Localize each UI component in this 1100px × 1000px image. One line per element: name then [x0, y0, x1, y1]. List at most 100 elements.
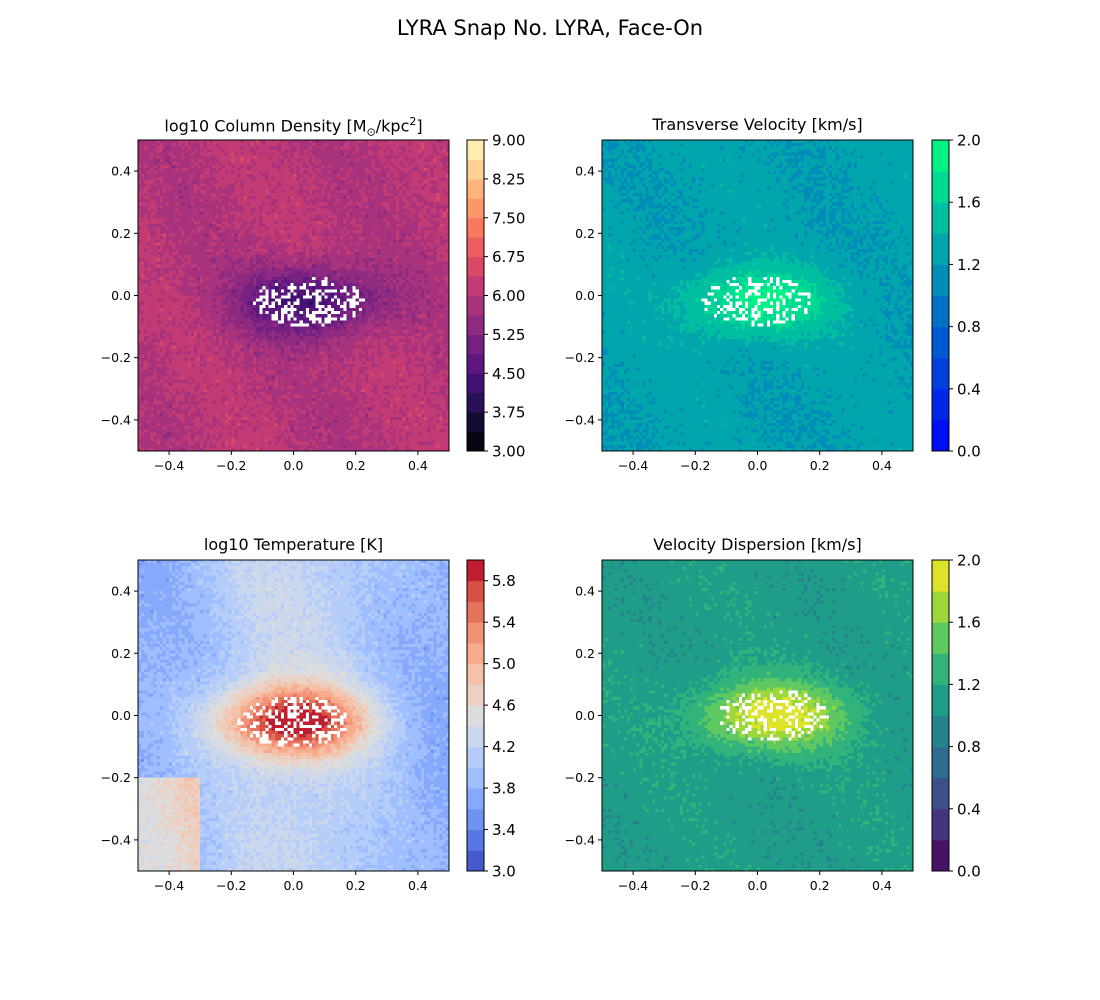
x-tick-label: 0.4 [872, 458, 892, 473]
panel-title-velocity-dispersion: Velocity Dispersion [km/s] [653, 535, 862, 554]
colorbar-tick-label: 4.2 [492, 738, 516, 756]
x-tick-label: 0.0 [748, 878, 768, 893]
colorbar-level [467, 725, 484, 748]
colorbar-level [932, 140, 949, 172]
x-tick-label: 0.4 [408, 878, 428, 893]
panel-title-transverse-velocity: Transverse Velocity [km/s] [652, 115, 863, 134]
colorbar-tick-label: 4.50 [492, 365, 525, 383]
colorbar-tick-label: 1.6 [957, 194, 981, 212]
y-tick-label: 0.2 [575, 646, 595, 661]
colorbar-level [467, 705, 484, 727]
colorbar-level [932, 295, 949, 328]
x-tick-label: −0.2 [216, 878, 246, 893]
colorbar-level [932, 264, 949, 296]
title-part: /kpc [375, 116, 410, 136]
y-tick-label: 0.2 [575, 226, 595, 241]
y-tick-label: −0.4 [565, 832, 595, 847]
y-tick-label: 0.4 [111, 164, 131, 179]
colorbar-level [467, 314, 484, 335]
colorbar-level [932, 326, 949, 359]
colorbar-tick-label: 2.0 [957, 552, 981, 570]
colorbar-tick-label: 0.8 [957, 318, 981, 336]
colorbar-level [932, 746, 949, 779]
colorbar-level [467, 256, 484, 277]
colorbar-level [467, 159, 484, 180]
heatmap-image [138, 140, 449, 451]
y-tick-label: −0.2 [565, 350, 595, 365]
colorbar-level [932, 560, 949, 592]
colorbar-level [467, 334, 484, 355]
y-tick-label: −0.4 [101, 832, 131, 847]
x-tick-label: −0.2 [216, 458, 246, 473]
colorbar-level [467, 642, 484, 665]
y-tick-label: 0.2 [111, 646, 131, 661]
y-tick-label: 0.4 [575, 164, 595, 179]
colorbar-level [467, 767, 484, 789]
y-tick-label: −0.4 [565, 412, 595, 427]
colorbar-tick-label: 5.4 [492, 614, 516, 632]
x-tick-label: −0.4 [154, 458, 184, 473]
colorbar-level [467, 746, 484, 768]
colorbar-level [467, 373, 484, 394]
colorbar-tick-label: 2.0 [957, 132, 981, 150]
colorbar: 0.0 0.4 0.8 1.2 1.6 2.0 [931, 132, 981, 461]
colorbar-tick-label: 0.4 [957, 380, 981, 398]
y-tick-label: 0.0 [575, 708, 595, 723]
colorbar: 3.00 3.75 4.50 5.25 6.00 6.75 7.50 8.25 9.00 [466, 132, 525, 461]
colorbar-tick-label: 3.4 [492, 821, 516, 839]
x-tick-label: 0.2 [346, 458, 366, 473]
colorbar-level [932, 357, 949, 390]
colorbar-tick-label: 9.00 [492, 132, 525, 150]
title-subscript: ⊙ [366, 125, 376, 139]
colorbar-level [467, 788, 484, 810]
colorbar-tick-label: 7.50 [492, 209, 525, 227]
colorbar: 3.0 3.4 3.8 4.2 4.6 5.0 5.4 5.8 [466, 559, 516, 881]
y-tick-label: −0.2 [565, 770, 595, 785]
x-tick-label: −0.2 [680, 878, 710, 893]
colorbar-level [467, 560, 484, 582]
colorbar-level [467, 808, 484, 831]
colorbar-level [932, 419, 949, 452]
colorbar-tick-label: 0.8 [957, 738, 981, 756]
colorbar-frame [931, 559, 950, 872]
x-tick-label: 0.0 [748, 458, 768, 473]
colorbar-tick-label: 5.8 [492, 572, 516, 590]
colorbar-level [932, 622, 949, 654]
x-tick-label: −0.4 [618, 878, 648, 893]
colorbar-tick-label: 3.8 [492, 780, 516, 798]
colorbar-level [932, 808, 949, 841]
x-tick-label: 0.2 [346, 878, 366, 893]
title-superscript: 2 [409, 115, 417, 128]
y-tick-label: 0.0 [111, 288, 131, 303]
x-tick-label: 0.4 [872, 878, 892, 893]
colorbar-level [467, 580, 484, 602]
colorbar-tick-label: 4.6 [492, 697, 516, 715]
colorbar-level [932, 839, 949, 872]
colorbar-level [467, 431, 484, 452]
colorbar-level [932, 233, 949, 265]
colorbar-level [932, 684, 949, 716]
x-tick-label: −0.2 [680, 458, 710, 473]
x-tick-label: 0.4 [408, 458, 428, 473]
x-tick-label: 0.0 [284, 878, 304, 893]
y-tick-label: 0.2 [111, 226, 131, 241]
colorbar-level [932, 591, 949, 623]
colorbar-level [467, 684, 484, 706]
colorbar-level [467, 601, 484, 623]
colorbar-tick-label: 0.0 [957, 443, 981, 461]
colorbar-tick-label: 1.2 [957, 256, 981, 274]
colorbar-level [467, 178, 484, 199]
colorbar-level [467, 412, 484, 433]
colorbar-tick-label: 1.2 [957, 676, 981, 694]
figure-suptitle: LYRA Snap No. LYRA, Face-On [396, 16, 704, 40]
colorbar-tick-label: 1.6 [957, 614, 981, 632]
colorbar-level [467, 140, 484, 160]
colorbar-level [932, 777, 949, 810]
colorbar-level [467, 276, 484, 296]
colorbar: 0.0 0.4 0.8 1.2 1.6 2.0 [931, 552, 981, 881]
y-tick-label: 0.0 [111, 708, 131, 723]
heatmap-image [138, 560, 449, 871]
colorbar-tick-label: 0.0 [957, 863, 981, 881]
colorbar-level [932, 202, 949, 234]
